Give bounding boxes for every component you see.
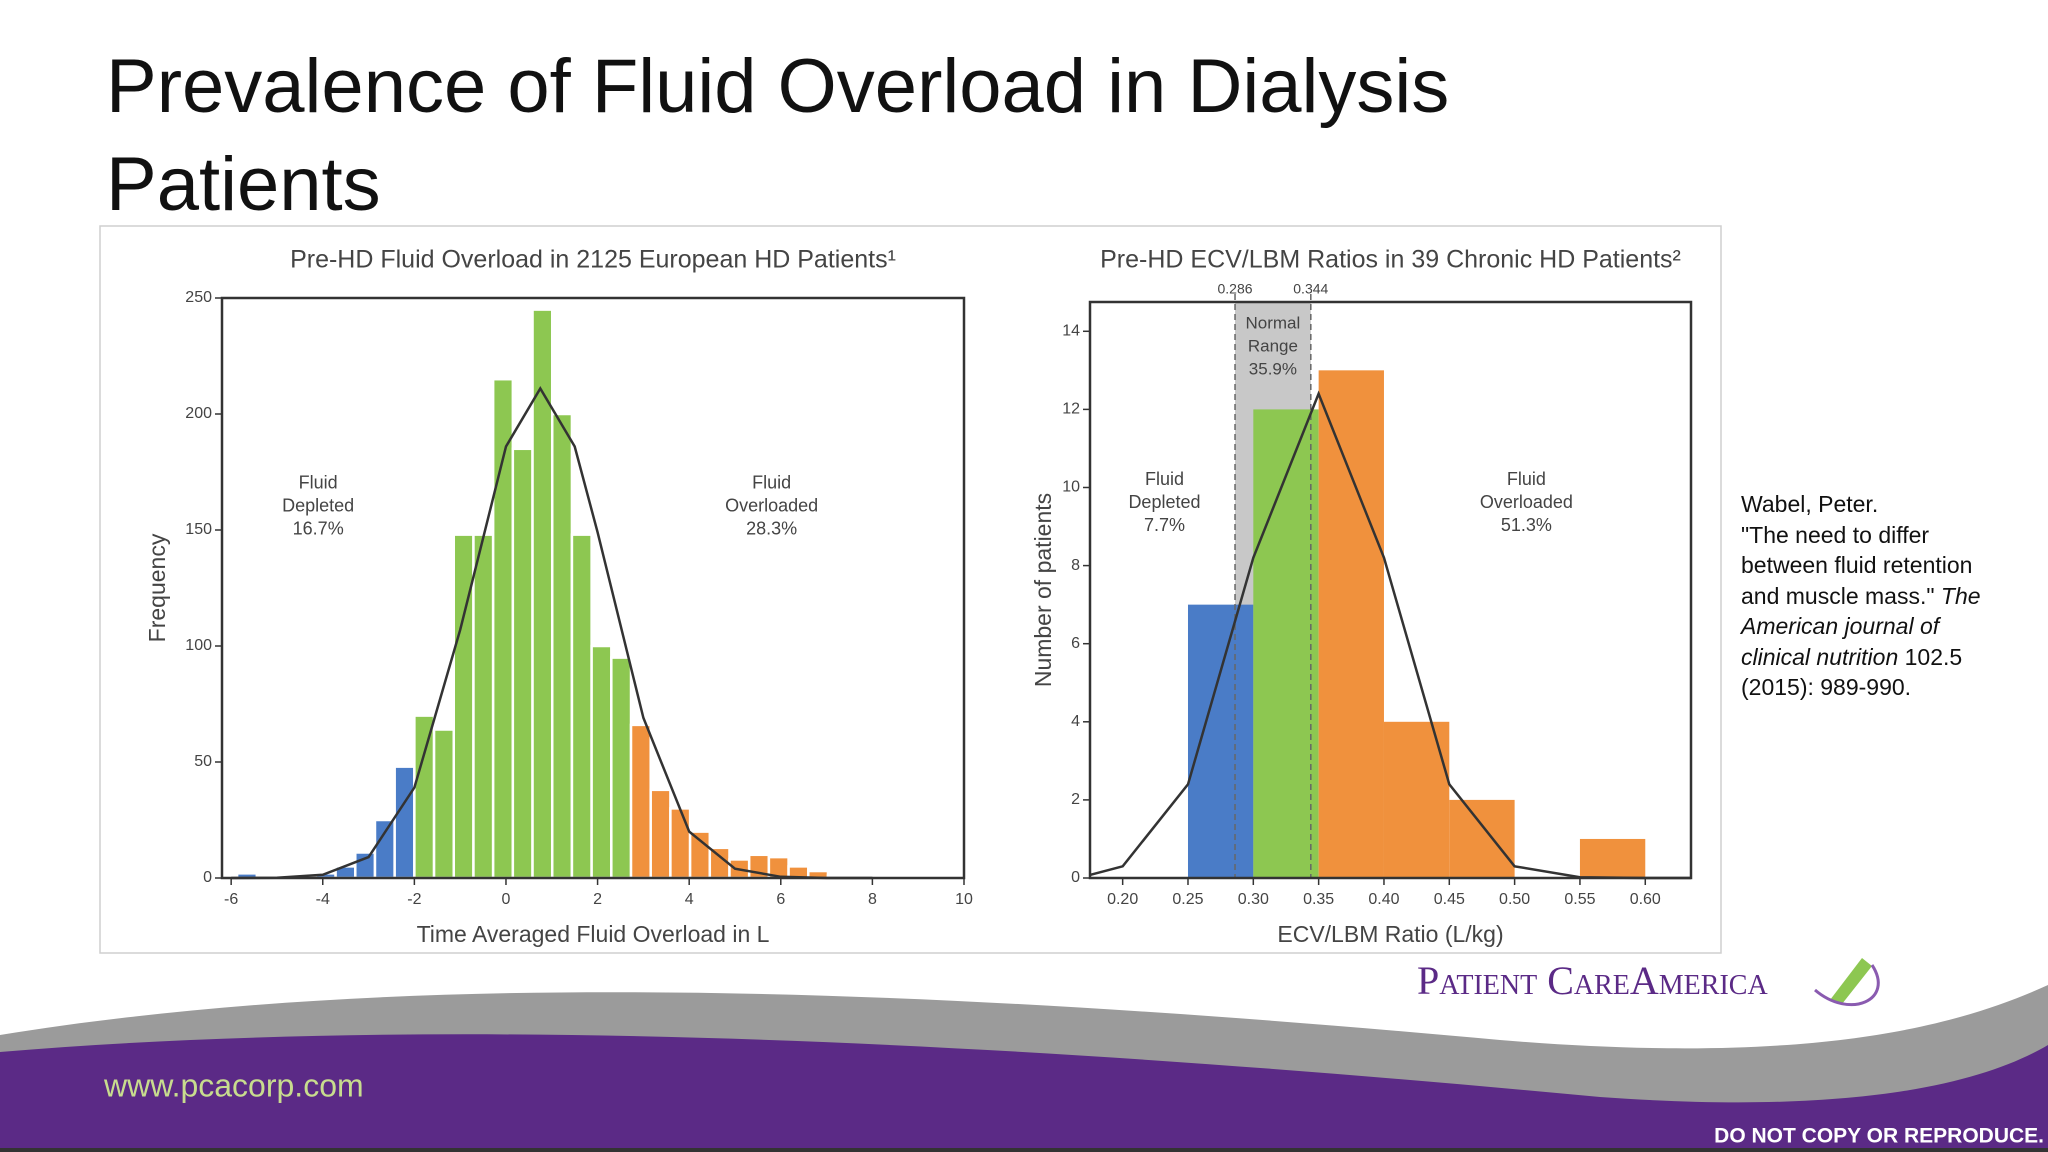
plot-frame — [1088, 300, 1693, 880]
bar — [1253, 409, 1319, 878]
y-tick-label: 12 — [1062, 401, 1080, 418]
copy-notice: DO NOT COPY OR REPRODUCE. — [1714, 1125, 2044, 1148]
plot-frame — [220, 296, 966, 880]
normal-range-value: 0.286 — [1218, 281, 1253, 297]
x-tick-label: 0.60 — [1630, 891, 1661, 908]
annotation: Depleted — [282, 496, 354, 516]
bar — [649, 788, 672, 880]
bar — [511, 447, 534, 880]
x-tick-label: 0.45 — [1434, 891, 1465, 908]
logo-leaf — [1830, 958, 1872, 1004]
bar — [373, 818, 396, 880]
bar — [610, 656, 633, 880]
bar — [354, 851, 377, 880]
y-tick-label: 0 — [1071, 869, 1080, 886]
bar — [1187, 604, 1254, 878]
x-tick-label: 0.25 — [1172, 891, 1203, 908]
x-tick-label: 0.50 — [1499, 891, 1530, 908]
y-tick-label: 100 — [185, 637, 212, 654]
annotation: Overloaded — [725, 496, 818, 516]
bar — [1449, 799, 1515, 878]
bar — [472, 533, 495, 880]
x-axis-label: Time Averaged Fluid Overload in L — [417, 921, 770, 947]
y-tick-label: 150 — [185, 521, 212, 538]
y-axis-label: Number of patients — [1030, 493, 1056, 687]
citation-journal: The American journal of clinical nutriti… — [1741, 582, 1981, 670]
y-tick-label: 14 — [1062, 323, 1080, 340]
x-tick-label: 10 — [955, 891, 973, 908]
logo: Patient CareAmerica — [1417, 958, 1768, 1003]
x-tick-label: 2 — [593, 891, 602, 908]
citation-author: Wabel, Peter. — [1741, 491, 1879, 517]
annotation: 51.3% — [1501, 515, 1552, 535]
x-tick-label: 0 — [502, 891, 511, 908]
annotation: 7.7% — [1144, 515, 1185, 535]
x-tick-label: 0.20 — [1107, 891, 1138, 908]
bar — [629, 723, 652, 880]
y-tick-label: 6 — [1071, 635, 1080, 652]
slide-title: Prevalence of Fluid Overload in Dialysis… — [106, 44, 1450, 227]
x-axis-label: ECV/LBM Ratio (L/kg) — [1277, 921, 1503, 947]
x-tick-label: 0.30 — [1238, 891, 1269, 908]
x-tick-label: -6 — [224, 891, 238, 908]
x-tick-label: -2 — [407, 891, 421, 908]
annotation: Fluid — [1507, 469, 1546, 489]
normal-range-label: Range — [1248, 336, 1298, 355]
bar — [590, 644, 613, 880]
y-tick-label: 10 — [1062, 479, 1080, 496]
y-tick-label: 2 — [1071, 791, 1080, 808]
annotation: Fluid — [299, 473, 338, 493]
footer-url: www.pcacorp.com — [103, 1067, 364, 1103]
normal-range-label: 35.9% — [1249, 359, 1297, 378]
bar — [570, 533, 593, 880]
bar — [1318, 370, 1384, 878]
y-tick-label: 4 — [1071, 713, 1080, 730]
x-tick-label: 0.55 — [1564, 891, 1595, 908]
annotation: Fluid — [1145, 469, 1184, 489]
citation-article: "The need to differ between fluid retent… — [1741, 521, 1973, 609]
citation: Wabel, Peter. "The need to differ betwee… — [1741, 489, 2003, 703]
bar — [432, 728, 456, 880]
bar — [393, 765, 416, 880]
annotation: Overloaded — [1480, 492, 1573, 512]
y-tick-label: 250 — [185, 289, 212, 306]
chart-title: Pre-HD Fluid Overload in 2125 European H… — [290, 246, 896, 274]
bar — [1383, 721, 1450, 878]
annotation: Fluid — [752, 473, 791, 493]
x-tick-label: -4 — [316, 891, 330, 908]
x-tick-label: 8 — [868, 891, 877, 908]
bar — [669, 807, 692, 880]
fit-curve — [231, 386, 873, 880]
normal-range-value: 0.344 — [1293, 281, 1328, 297]
y-axis-label: Frequency — [144, 533, 170, 642]
y-tick-label: 50 — [194, 753, 212, 770]
annotation: Depleted — [1128, 492, 1200, 512]
y-tick-label: 0 — [203, 869, 212, 886]
bar — [550, 412, 574, 880]
y-tick-label: 200 — [185, 405, 212, 422]
x-tick-label: 0.35 — [1303, 891, 1334, 908]
annotation: 16.7% — [293, 519, 344, 539]
bar — [413, 714, 436, 880]
x-tick-label: 6 — [776, 891, 785, 908]
logo-swirl — [1814, 964, 1880, 1007]
footer-edge — [0, 1148, 2048, 1152]
bar — [688, 830, 712, 880]
citation-details: 102.5 (2015): 989-990. — [1741, 643, 1963, 701]
normal-range-label: Normal — [1246, 313, 1301, 332]
bar — [1579, 838, 1646, 878]
x-tick-label: 4 — [685, 891, 694, 908]
y-tick-label: 8 — [1071, 557, 1080, 574]
annotation: 28.3% — [746, 519, 797, 539]
chart-title: Pre-HD ECV/LBM Ratios in 39 Chronic HD P… — [1100, 246, 1681, 274]
x-tick-label: 0.40 — [1368, 891, 1399, 908]
footer-band — [0, 1034, 2048, 1152]
